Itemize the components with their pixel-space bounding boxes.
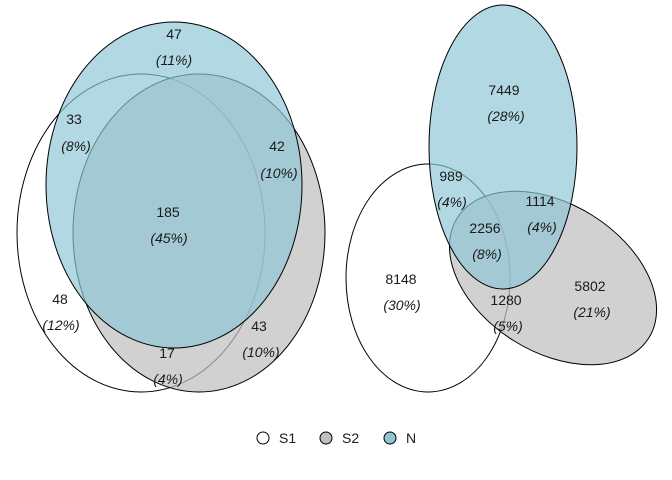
right-n-only-pct: (28%) bbox=[487, 108, 524, 124]
left-set-n bbox=[45, 21, 303, 349]
venn-right: 7449 (28%) 989 (4%) 1114 (4%) 2256 (8%) … bbox=[345, 4, 658, 393]
left-n-only-pct: (11%) bbox=[156, 52, 192, 68]
right-s1-n-pct: (4%) bbox=[437, 194, 467, 210]
right-all-count: 2256 bbox=[469, 220, 500, 236]
left-s1-only-pct: (12%) bbox=[42, 317, 79, 333]
right-s1-s2-count: 1280 bbox=[490, 292, 521, 308]
right-s2-only-pct: (21%) bbox=[573, 304, 610, 320]
legend-label-s1: S1 bbox=[279, 430, 296, 446]
legend-swatch-s1 bbox=[256, 431, 270, 445]
legend-label-n: N bbox=[406, 430, 416, 446]
legend-item-n: N bbox=[383, 430, 416, 446]
right-s2-n-count: 1114 bbox=[525, 193, 554, 209]
left-s2-n-pct: (10%) bbox=[260, 165, 297, 181]
venn-left: 47 (11%) 33 (8%) 42 (10%) 185 (45%) 48 (… bbox=[16, 21, 326, 393]
right-s1-only-count: 8148 bbox=[385, 271, 416, 287]
left-s1-s2-pct: (4%) bbox=[153, 371, 183, 387]
right-set-n bbox=[428, 4, 578, 290]
left-s1-n-count: 33 bbox=[66, 111, 82, 127]
right-s1-only-pct: (30%) bbox=[383, 297, 420, 313]
left-s1-s2-count: 17 bbox=[159, 345, 175, 361]
legend-swatch-n bbox=[383, 431, 397, 445]
left-all-pct: (45%) bbox=[150, 230, 187, 246]
left-s1-only-count: 48 bbox=[52, 291, 68, 307]
legend-swatch-s2 bbox=[319, 431, 333, 445]
right-all-pct: (8%) bbox=[472, 246, 502, 262]
right-s2-n-pct: (4%) bbox=[527, 219, 557, 235]
left-s1-n-pct: (8%) bbox=[61, 138, 91, 154]
left-n-only-count: 47 bbox=[166, 26, 182, 42]
legend-item-s2: S2 bbox=[319, 430, 359, 446]
right-s1-s2-pct: (5%) bbox=[493, 318, 523, 334]
right-n-only-count: 7449 bbox=[488, 82, 519, 98]
right-s1-n-count: 989 bbox=[439, 168, 463, 184]
left-s2-only-count: 43 bbox=[251, 318, 267, 334]
legend-item-s1: S1 bbox=[256, 430, 296, 446]
left-s2-n-count: 42 bbox=[269, 138, 285, 154]
left-s2-only-pct: (10%) bbox=[242, 344, 279, 360]
legend-label-s2: S2 bbox=[342, 430, 359, 446]
left-all-count: 185 bbox=[156, 204, 180, 220]
legend: S1 S2 N bbox=[256, 430, 416, 446]
right-s2-only-count: 5802 bbox=[574, 278, 605, 294]
